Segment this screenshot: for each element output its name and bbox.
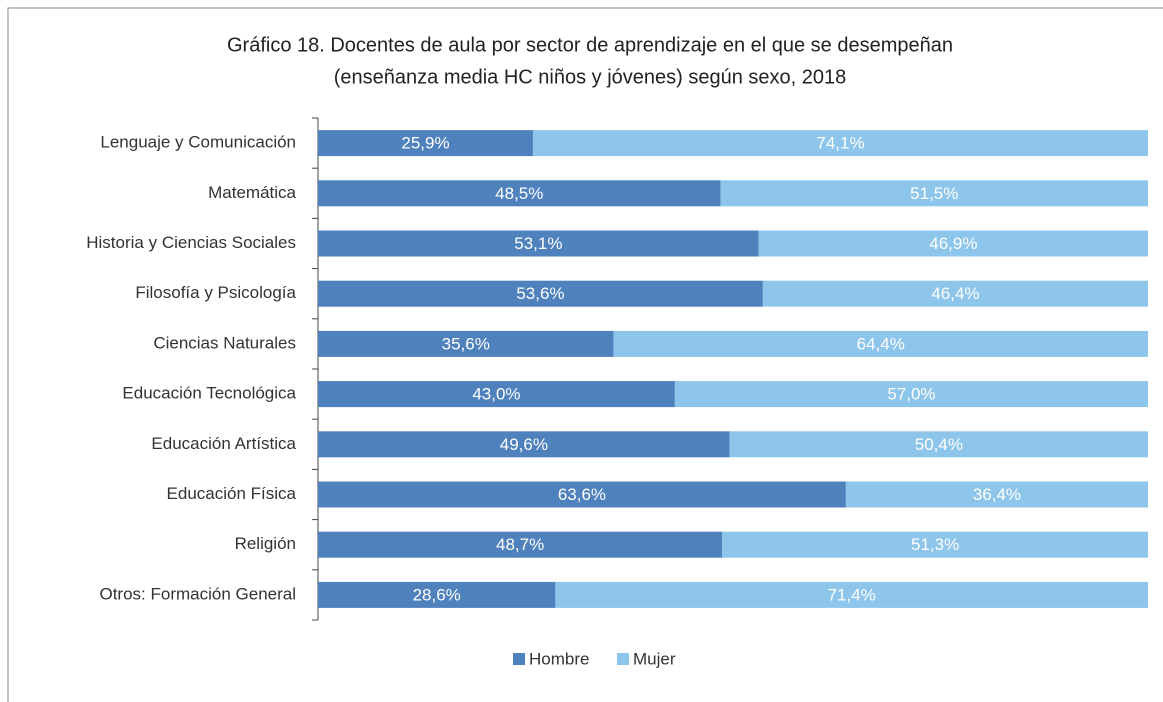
category-label: Matemática bbox=[208, 183, 296, 202]
category-label: Religión bbox=[235, 534, 296, 553]
category-label: Educación Física bbox=[167, 484, 297, 503]
bar-segment bbox=[762, 280, 1148, 307]
bar-segment bbox=[729, 431, 1148, 458]
value-label: 43,0% bbox=[472, 385, 520, 404]
value-label: 53,1% bbox=[514, 234, 562, 253]
chart-subtitle: (enseñanza media HC niños y jóvenes) seg… bbox=[334, 66, 847, 88]
value-label: 71,4% bbox=[828, 585, 876, 604]
category-label: Educación Artística bbox=[151, 434, 296, 453]
value-label: 51,3% bbox=[911, 535, 959, 554]
value-label: 50,4% bbox=[915, 435, 963, 454]
bar-segment bbox=[318, 330, 614, 357]
frame bbox=[7, 7, 1163, 702]
bar-segment bbox=[318, 581, 556, 608]
value-label: 63,6% bbox=[558, 485, 606, 504]
value-label: 46,9% bbox=[929, 234, 977, 253]
value-label: 25,9% bbox=[401, 134, 449, 153]
value-label: 48,5% bbox=[495, 184, 543, 203]
bar-segment bbox=[674, 381, 1148, 408]
legend-swatch bbox=[513, 653, 525, 665]
category-label: Educación Tecnológica bbox=[122, 384, 296, 403]
bar-segment bbox=[555, 581, 1148, 608]
bar-segment bbox=[613, 330, 1148, 357]
value-label: 53,6% bbox=[516, 284, 564, 303]
value-label: 48,7% bbox=[496, 535, 544, 554]
value-label: 36,4% bbox=[973, 485, 1021, 504]
value-label: 35,6% bbox=[442, 334, 490, 353]
category-label: Otros: Formación General bbox=[99, 584, 296, 603]
legend-swatch bbox=[617, 653, 629, 665]
value-label: 28,6% bbox=[413, 585, 461, 604]
bar-segment bbox=[318, 230, 759, 257]
value-label: 57,0% bbox=[887, 385, 935, 404]
bar-segment bbox=[318, 130, 533, 157]
category-label: Filosofía y Psicología bbox=[135, 283, 296, 302]
bar-segment bbox=[318, 431, 730, 458]
bar-segment bbox=[318, 531, 723, 558]
bar-segment bbox=[318, 180, 721, 207]
value-label: 46,4% bbox=[931, 284, 979, 303]
category-label: Historia y Ciencias Sociales bbox=[86, 233, 296, 252]
bar-segment bbox=[722, 531, 1148, 558]
bar-segment bbox=[318, 381, 675, 408]
chart-title: Gráfico 18. Docentes de aula por sector … bbox=[227, 34, 953, 56]
value-label: 74,1% bbox=[816, 134, 864, 153]
bar-segment bbox=[720, 180, 1148, 207]
value-label: 51,5% bbox=[910, 184, 958, 203]
value-label: 64,4% bbox=[857, 334, 905, 353]
legend-label: Hombre bbox=[529, 649, 589, 668]
category-label: Ciencias Naturales bbox=[153, 333, 296, 352]
bar-segment bbox=[318, 481, 846, 508]
bar-segment bbox=[845, 481, 1148, 508]
bar-segment bbox=[318, 280, 763, 307]
value-label: 49,6% bbox=[500, 435, 548, 454]
legend-label: Mujer bbox=[633, 649, 676, 668]
bar-segment bbox=[758, 230, 1148, 257]
bar-segment bbox=[532, 130, 1148, 157]
category-label: Lenguaje y Comunicación bbox=[100, 133, 296, 152]
